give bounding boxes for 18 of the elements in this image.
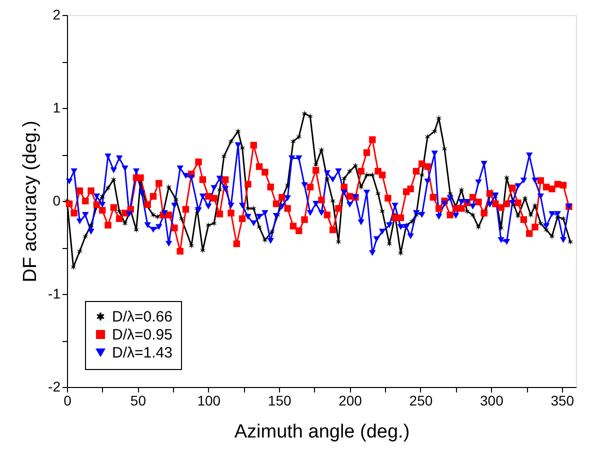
y-tick-label: 0 — [52, 192, 61, 208]
legend-label: D/λ=0.95 — [112, 326, 172, 344]
y-axis-title: DF accuracy (deg.) — [20, 120, 42, 282]
x-axis-title: Azimuth angle (deg.) — [234, 422, 410, 442]
legend-label: D/λ=1.43 — [112, 344, 172, 362]
x-tick-label: 200 — [338, 392, 362, 408]
y-tick-label: -1 — [48, 286, 61, 302]
x-tick-label: 150 — [268, 392, 292, 408]
y-tick-label: -2 — [48, 378, 61, 394]
x-tick-label: 100 — [197, 392, 221, 408]
x-tick-label: 250 — [409, 392, 433, 408]
x-tick-label: 350 — [550, 392, 574, 408]
y-tick-label: 2 — [52, 6, 61, 22]
legend-label: D/λ=0.66 — [112, 308, 172, 326]
x-tick-label: 50 — [130, 392, 146, 408]
x-tick-label: 300 — [480, 392, 504, 408]
y-tick-label: 1 — [52, 100, 61, 116]
x-tick-label: 0 — [64, 392, 72, 408]
